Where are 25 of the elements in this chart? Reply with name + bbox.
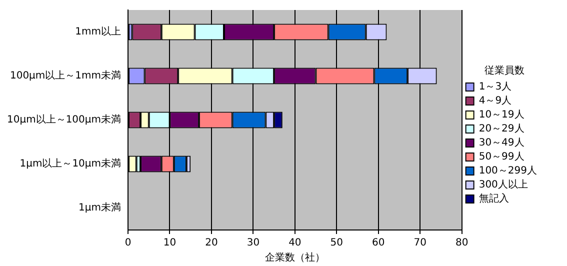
legend-label: 10～19人 [478, 110, 524, 121]
legend-label: 1～3人 [478, 82, 512, 93]
x-tick-label: 10 [163, 238, 176, 249]
legend-label: 20～29人 [478, 124, 524, 135]
legend-title: 従業員数 [484, 64, 524, 77]
x-tick-label: 40 [288, 238, 302, 249]
x-tick-label: 0 [124, 238, 132, 249]
x-tick-label: 20 [205, 238, 218, 249]
y-tick-label: 1mm以上 [75, 26, 122, 38]
y-tick-label: 1μm以上～10μm未満 [20, 158, 122, 170]
x-tick-label: 30 [246, 238, 260, 249]
legend-label: 4～9人 [478, 96, 512, 107]
x-axis-title: 企業数（社） [264, 252, 325, 264]
legend-label: 50～99人 [478, 152, 524, 163]
y-tick-label: 100μm以上～1mm未満 [10, 70, 122, 82]
legend-label: 100～299人 [478, 166, 538, 177]
y-tick-label: 1μm未満 [78, 202, 122, 214]
y-tick-label: 10μm以上～100μm未満 [6, 114, 122, 126]
legend-label: 無記入 [478, 192, 509, 205]
legend-label: 30～49人 [478, 138, 524, 149]
legend-label: 300人以上 [478, 178, 528, 191]
x-tick-label: 70 [414, 238, 426, 249]
x-tick-label: 60 [372, 238, 385, 249]
x-tick-label: 80 [455, 238, 468, 249]
x-tick-label: 50 [330, 238, 344, 249]
